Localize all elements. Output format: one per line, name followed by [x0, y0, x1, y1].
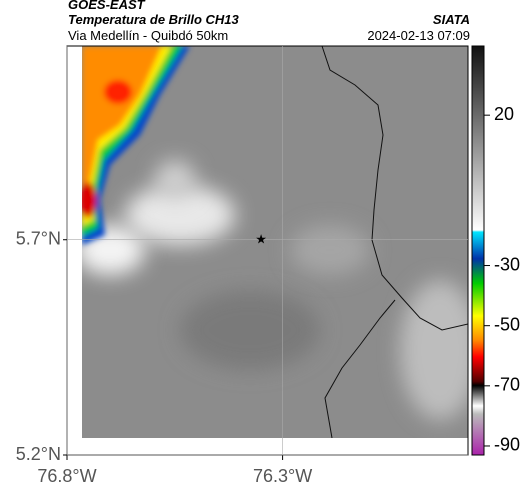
y-tick-label: 5.7°N — [16, 228, 61, 248]
colorbar-label: -50 — [494, 314, 520, 334]
x-tick-label: 76.8°W — [37, 466, 96, 486]
subtitle: Via Medellín - Quibdó 50km — [68, 28, 228, 43]
colorbar-label: -90 — [494, 435, 520, 455]
colorbar-label: -30 — [494, 254, 520, 274]
timestamp: 2024-02-13 07:09 — [367, 28, 470, 43]
org: SIATA — [433, 12, 470, 27]
location-marker: ★ — [255, 232, 267, 247]
x-tick-label: 76.3°W — [253, 466, 312, 486]
colorbar — [471, 45, 485, 456]
y-tick-label: 5.2°N — [16, 444, 61, 464]
colorbar-label: 20 — [494, 104, 514, 124]
colorbar-label: -70 — [494, 375, 520, 395]
title: Temperatura de Brillo CH13 — [68, 12, 240, 27]
imagery — [82, 46, 468, 438]
source: GOES-EAST — [68, 0, 146, 12]
